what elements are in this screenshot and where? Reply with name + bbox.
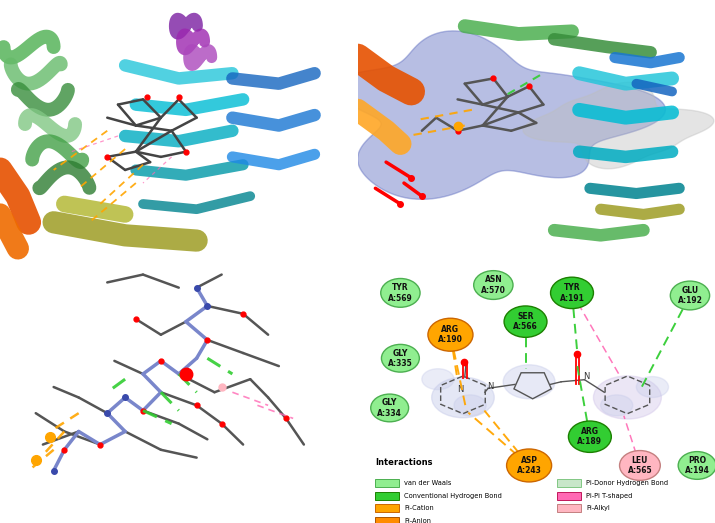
Text: SER
A:566: SER A:566: [513, 312, 538, 332]
Ellipse shape: [593, 376, 661, 419]
Circle shape: [619, 450, 661, 480]
Circle shape: [568, 421, 611, 452]
Text: ASN
A:570: ASN A:570: [481, 275, 506, 295]
FancyBboxPatch shape: [375, 492, 399, 500]
Text: N: N: [457, 385, 463, 394]
Text: Interactions: Interactions: [375, 458, 433, 467]
Text: TYR
A:569: TYR A:569: [388, 283, 413, 303]
Circle shape: [428, 318, 473, 351]
Text: N: N: [487, 382, 493, 391]
Text: GLY
A:334: GLY A:334: [378, 398, 402, 418]
FancyBboxPatch shape: [558, 504, 581, 513]
Text: van der Waals: van der Waals: [404, 480, 451, 486]
Ellipse shape: [503, 365, 555, 399]
Circle shape: [671, 281, 709, 310]
Text: TYR
A:191: TYR A:191: [560, 283, 584, 303]
Text: ASP
A:243: ASP A:243: [517, 456, 541, 475]
FancyBboxPatch shape: [558, 479, 581, 487]
FancyBboxPatch shape: [375, 504, 399, 513]
Text: Pi-Donor Hydrogen Bond: Pi-Donor Hydrogen Bond: [586, 480, 669, 486]
Text: Pi-Alkyl: Pi-Alkyl: [586, 505, 610, 511]
FancyBboxPatch shape: [375, 517, 399, 523]
Ellipse shape: [454, 395, 486, 416]
Circle shape: [678, 452, 715, 479]
Circle shape: [473, 271, 513, 299]
Text: GLU
A:192: GLU A:192: [678, 286, 702, 305]
FancyBboxPatch shape: [375, 479, 399, 487]
Text: Pi-Cation: Pi-Cation: [404, 505, 434, 511]
Text: ARG
A:190: ARG A:190: [438, 325, 463, 345]
Text: Pi-Pi T-shaped: Pi-Pi T-shaped: [586, 493, 633, 499]
Text: LEU
A:565: LEU A:565: [628, 456, 652, 475]
Circle shape: [506, 449, 552, 482]
Circle shape: [371, 394, 409, 422]
Polygon shape: [335, 31, 666, 199]
Ellipse shape: [636, 377, 669, 397]
Ellipse shape: [422, 369, 454, 390]
FancyBboxPatch shape: [558, 492, 581, 500]
Polygon shape: [335, 31, 666, 199]
Text: N: N: [583, 372, 589, 381]
Circle shape: [382, 345, 419, 372]
Ellipse shape: [432, 377, 494, 418]
Circle shape: [504, 306, 547, 337]
Ellipse shape: [601, 395, 633, 416]
Polygon shape: [523, 82, 714, 169]
Text: GLY
A:335: GLY A:335: [388, 348, 413, 368]
Text: Conventional Hydrogen Bond: Conventional Hydrogen Bond: [404, 493, 502, 499]
Text: PRO
A:194: PRO A:194: [685, 456, 709, 475]
Circle shape: [551, 277, 593, 309]
Circle shape: [380, 278, 420, 307]
Text: ARG
A:189: ARG A:189: [578, 427, 602, 447]
Text: Pi-Anion: Pi-Anion: [404, 518, 431, 523]
